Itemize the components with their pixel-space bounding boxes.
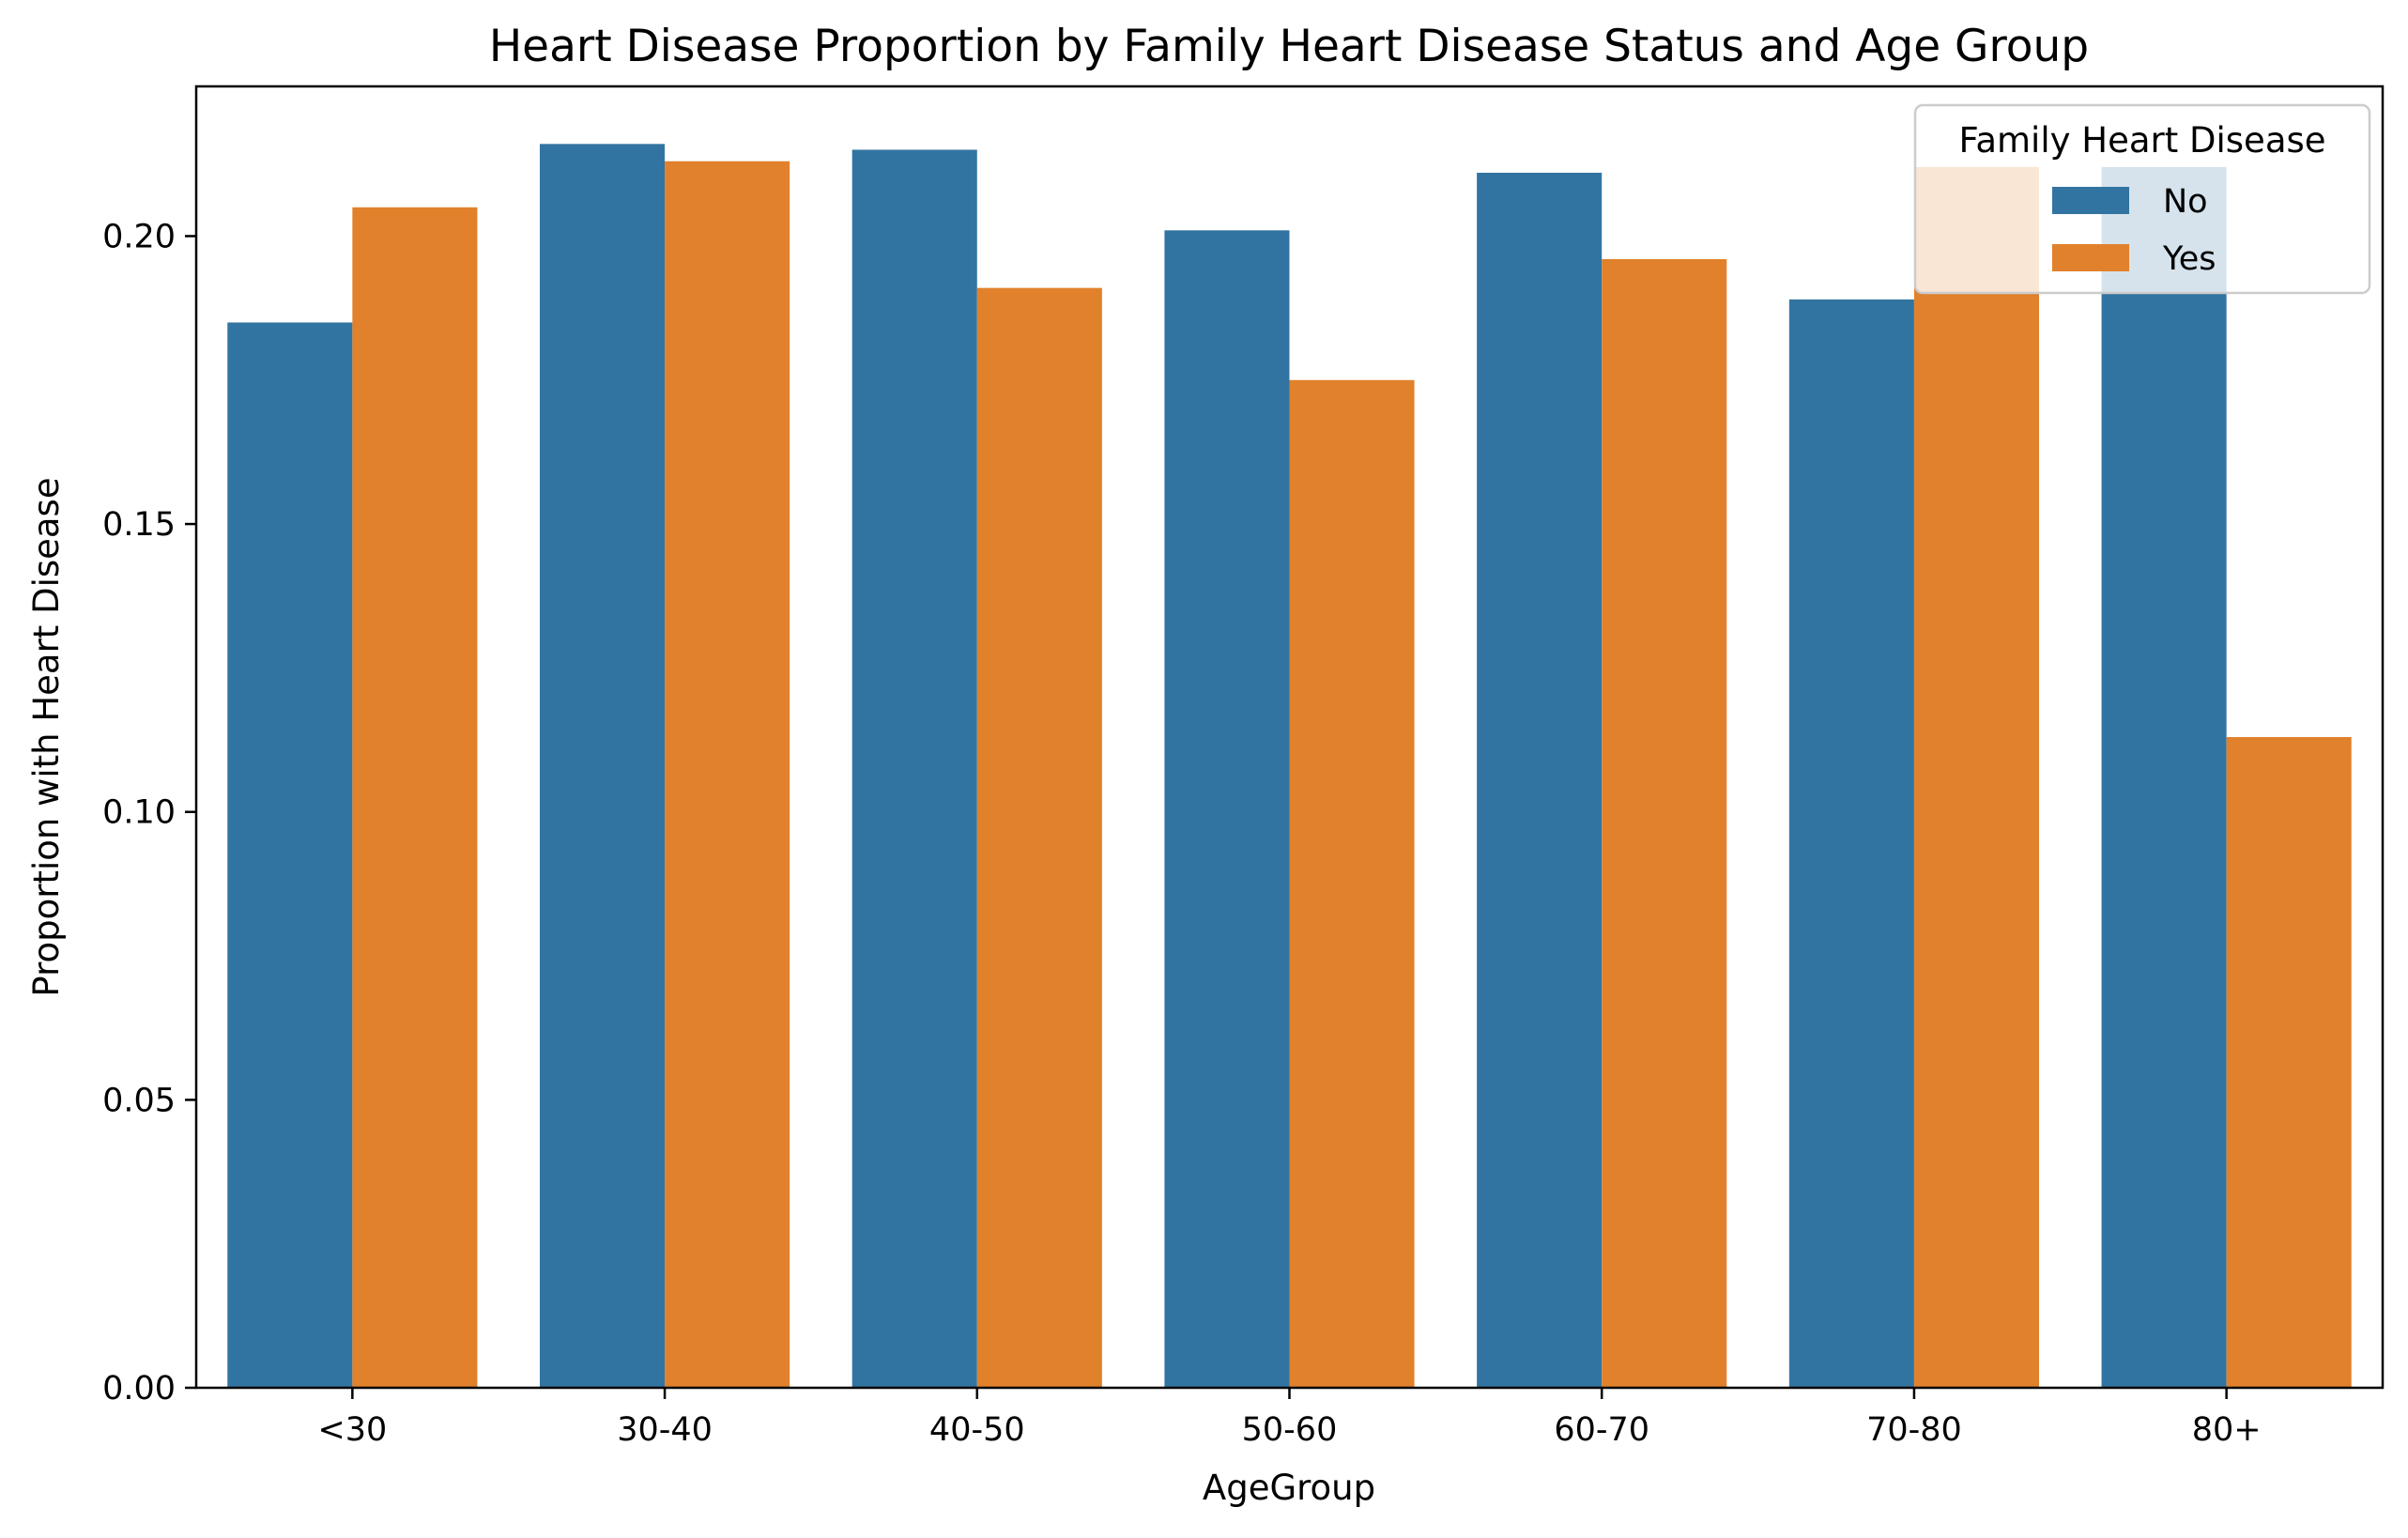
- plot-frame: [194, 85, 2385, 1390]
- bar-no-1: [539, 144, 666, 1389]
- bar-yes-4: [1602, 258, 1727, 1388]
- bars: [227, 144, 2352, 1389]
- legend-label-no: No: [2163, 183, 2208, 221]
- x-tick-label: 40-50: [929, 1411, 1025, 1449]
- x-tick-label: 30-40: [617, 1411, 713, 1449]
- legend-label-yes: Yes: [2162, 240, 2216, 278]
- y-tick-label: 0.00: [102, 1370, 176, 1407]
- bar-yes-5: [1913, 166, 2040, 1389]
- x-tick-label: <30: [317, 1411, 387, 1449]
- x-axis-label: AgeGroup: [1203, 1468, 1375, 1508]
- legend-swatch-yes: [2052, 244, 2129, 271]
- y-tick-label: 0.05: [102, 1082, 176, 1119]
- bar-no-4: [1477, 172, 1603, 1388]
- bar-no-5: [1788, 299, 1914, 1388]
- y-tick-label: 0.15: [102, 506, 176, 544]
- bar-yes-1: [665, 161, 790, 1388]
- x-axis-ticks: <30 30-40 40-50 50-60 60-70 70-80 80+: [317, 1388, 2262, 1449]
- bar-yes-2: [976, 287, 1102, 1389]
- legend: Family Heart Disease No Yes: [1913, 103, 2371, 295]
- x-tick-label: 50-60: [1242, 1411, 1338, 1449]
- bar-yes-0: [352, 207, 478, 1389]
- y-tick-label: 0.10: [102, 794, 176, 832]
- bar-no-2: [851, 149, 977, 1388]
- bar-no-3: [1164, 230, 1290, 1388]
- bar-no-6: [2101, 166, 2227, 1389]
- legend-swatch-no: [2052, 187, 2129, 214]
- bar-yes-3: [1289, 379, 1415, 1388]
- chart-title: Heart Disease Proportion by Family Heart…: [489, 21, 2089, 72]
- y-axis-ticks: 0.00 0.05 0.10 0.15 0.20: [102, 218, 196, 1407]
- y-axis-label: Proportion with Heart Disease: [26, 477, 67, 996]
- x-tick-label: 70-80: [1866, 1411, 1962, 1449]
- y-tick-label: 0.20: [102, 218, 176, 255]
- x-tick-label: 60-70: [1554, 1411, 1649, 1449]
- bar-no-0: [227, 322, 353, 1388]
- bar-yes-6: [2226, 737, 2352, 1388]
- x-tick-label: 80+: [2192, 1411, 2262, 1449]
- legend-title: Family Heart Disease: [1958, 120, 2325, 161]
- legend-box: [1913, 103, 2371, 295]
